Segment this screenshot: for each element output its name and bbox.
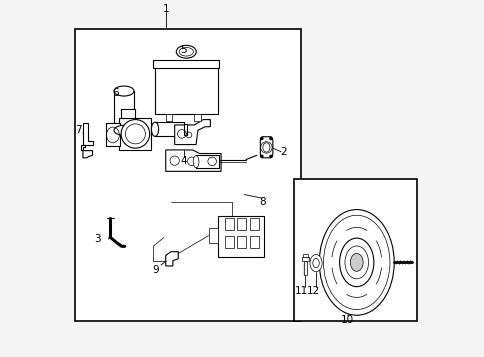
- Bar: [119, 118, 151, 150]
- Bar: [303, 261, 306, 275]
- Text: 7: 7: [75, 125, 81, 135]
- Bar: [237, 218, 245, 230]
- Polygon shape: [81, 145, 85, 150]
- Polygon shape: [166, 252, 178, 266]
- Polygon shape: [174, 120, 210, 145]
- Text: 6: 6: [112, 88, 119, 98]
- Bar: [121, 109, 135, 118]
- Bar: [75, 29, 301, 321]
- Bar: [237, 236, 245, 248]
- Polygon shape: [83, 151, 92, 158]
- Ellipse shape: [151, 122, 158, 136]
- Text: 2: 2: [280, 147, 286, 157]
- Circle shape: [269, 137, 272, 140]
- Text: 11: 11: [294, 286, 307, 296]
- Bar: [155, 66, 217, 114]
- Bar: [249, 218, 258, 230]
- Text: 5: 5: [180, 45, 186, 55]
- Text: 1: 1: [162, 4, 169, 14]
- Bar: [196, 155, 219, 168]
- Bar: [294, 178, 417, 321]
- Bar: [224, 218, 233, 230]
- Bar: [114, 91, 134, 130]
- Bar: [217, 216, 263, 257]
- Ellipse shape: [339, 238, 373, 287]
- Text: 10: 10: [341, 315, 354, 325]
- Bar: [194, 114, 200, 121]
- Ellipse shape: [114, 125, 134, 135]
- Bar: [153, 60, 219, 68]
- Polygon shape: [260, 137, 272, 158]
- Bar: [224, 236, 233, 248]
- Ellipse shape: [309, 255, 321, 272]
- Ellipse shape: [318, 210, 393, 315]
- Bar: [302, 257, 308, 261]
- Text: 8: 8: [258, 197, 265, 207]
- Circle shape: [121, 120, 150, 148]
- Ellipse shape: [176, 45, 196, 58]
- Text: 4: 4: [180, 156, 186, 166]
- Bar: [166, 114, 172, 121]
- Circle shape: [269, 155, 272, 158]
- Bar: [155, 122, 183, 136]
- Bar: [249, 236, 258, 248]
- Circle shape: [260, 137, 263, 140]
- Polygon shape: [166, 150, 221, 171]
- Ellipse shape: [193, 156, 198, 168]
- Text: 9: 9: [152, 265, 159, 275]
- Bar: [302, 254, 307, 257]
- Bar: [106, 123, 120, 146]
- Ellipse shape: [349, 253, 363, 271]
- Ellipse shape: [114, 86, 134, 96]
- Bar: [208, 228, 217, 243]
- Polygon shape: [83, 123, 92, 145]
- Circle shape: [260, 155, 263, 158]
- Text: 12: 12: [307, 286, 320, 296]
- Bar: [183, 124, 187, 135]
- Text: 3: 3: [94, 234, 101, 244]
